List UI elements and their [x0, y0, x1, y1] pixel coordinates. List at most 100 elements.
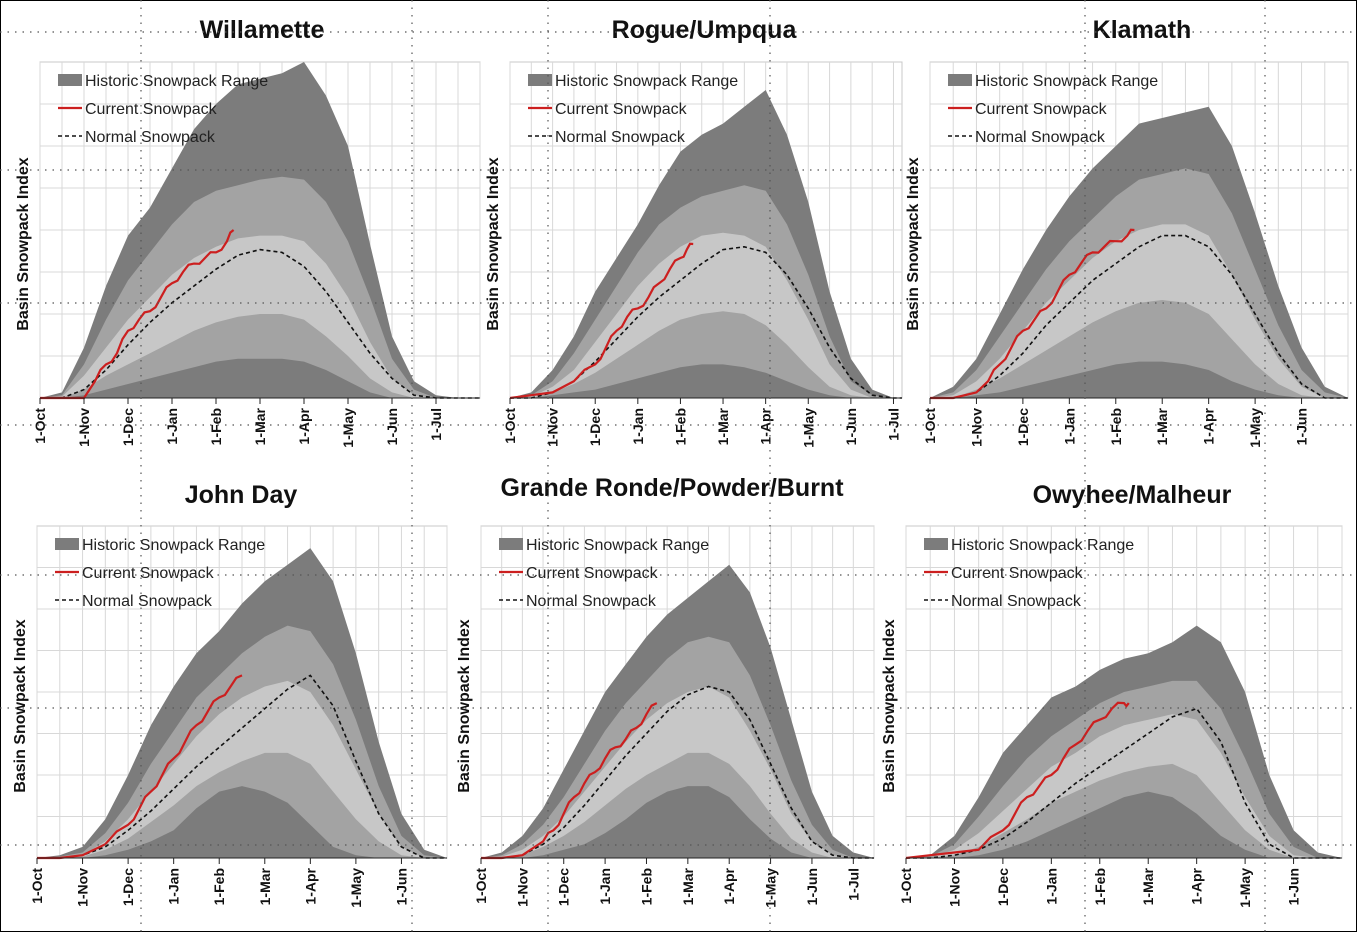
x-tick-label: 1-Feb [1108, 408, 1124, 445]
x-tick-label: 1-May [348, 868, 364, 908]
chart-title: Klamath [1092, 16, 1192, 44]
y-axis-label: Basin Snowpack Index [456, 619, 473, 792]
x-tick-label: 1-Oct [898, 868, 914, 904]
x-tick-label: 1-Dec [587, 408, 603, 446]
y-axis-label: Basin Snowpack Index [485, 157, 502, 330]
normal-snowpack-line [481, 685, 874, 859]
historic-range-inner-band [510, 232, 902, 398]
legend: Historic Snowpack Range Current Snowpack N… [528, 73, 738, 146]
legend-range-label: Historic Snowpack Range [526, 537, 709, 554]
x-tick-label: 1-Oct [502, 408, 518, 444]
x-tick-label: 1-May [800, 408, 816, 448]
x-tick-label: 1-Apr [302, 867, 318, 904]
x-tick-label: 1-Feb [672, 408, 688, 445]
y-axis-label: Basin Snowpack Index [12, 619, 29, 792]
legend-current-label: Current Snowpack [951, 565, 1084, 582]
x-tick-label: 1-Feb [211, 868, 227, 905]
x-tick-label: 1-Apr [758, 407, 774, 444]
current-snowpack-line [40, 229, 235, 400]
x-tick-label: 1-Feb [1092, 868, 1108, 905]
snowpack-chart: 1-Oct 1-Nov 1-Dec 1-Jan 1-Feb 1-Mar 1-Apr 1-May… [456, 525, 875, 908]
snowpack-chart: 1-Oct 1-Nov 1-Dec 1-Jan 1-Feb 1-Mar 1-Apr 1-May… [905, 61, 1349, 448]
legend-current-label: Current Snowpack [555, 101, 688, 118]
legend-range-swatch [528, 74, 552, 86]
x-tick-label: 1-Dec [1015, 408, 1031, 446]
x-tick-label: 1-Apr [1201, 407, 1217, 444]
y-axis-label: Basin Snowpack Index [881, 619, 898, 792]
historic-range-inner-band [481, 686, 874, 858]
x-tick-label: 1-Jun [843, 408, 859, 445]
x-tick-label: 1-Mar [1154, 407, 1170, 445]
x-tick-label: 1-Oct [922, 408, 938, 444]
x-tick-label: 1-Apr [721, 867, 737, 904]
y-axis-label: Basin Snowpack Index [15, 157, 32, 330]
legend-range-label: Historic Snowpack Range [951, 537, 1134, 554]
legend: Historic Snowpack Range Current Snowpack N… [924, 537, 1134, 610]
chart-title: Willamette [199, 16, 325, 44]
legend-normal-label: Normal Snowpack [975, 129, 1106, 146]
snowpack-chart: 1-Oct 1-Nov 1-Dec 1-Jan 1-Feb 1-Mar 1-Apr 1-May… [15, 61, 481, 448]
x-tick-label: 1-Nov [545, 408, 561, 447]
historic-range-inner-band [40, 235, 480, 398]
x-tick-label: 1-Nov [76, 408, 92, 447]
legend-current-label: Current Snowpack [82, 565, 215, 582]
legend: Historic Snowpack Range Current Snowpack N… [55, 537, 265, 610]
snowpack-chart: 1-Oct 1-Nov 1-Dec 1-Jan 1-Feb 1-Mar 1-Apr 1-May… [12, 525, 448, 908]
x-tick-label: 1-Feb [208, 408, 224, 445]
current-snowpack-line [905, 701, 1130, 860]
current-snowpack-line [509, 242, 694, 400]
normal-snowpack-line [40, 248, 480, 399]
legend-range-label: Historic Snowpack Range [555, 73, 738, 90]
x-tick-label: 1-Oct [473, 868, 489, 904]
historic-range-inner-band [37, 680, 447, 858]
x-tick-label: 1-Jun [1286, 868, 1302, 905]
x-tick-label: 1-Jul [845, 868, 861, 901]
legend-current-label: Current Snowpack [85, 101, 218, 118]
historic-range-inner-band [906, 714, 1342, 858]
normal-snowpack-line [37, 674, 447, 859]
legend-range-swatch [55, 538, 79, 550]
x-tick-label: 1-Nov [968, 408, 984, 447]
x-tick-label: 1-Jun [804, 868, 820, 905]
current-snowpack-line [481, 702, 658, 860]
chart-title: Rogue/Umpqua [611, 16, 797, 44]
legend-range-swatch [924, 538, 948, 550]
x-tick-label: 1-Mar [252, 407, 268, 445]
legend: Historic Snowpack Range Current Snowpack N… [948, 73, 1158, 146]
chart-title: John Day [184, 481, 298, 509]
x-tick-label: 1-May [1237, 868, 1253, 908]
current-snowpack-line [37, 674, 243, 860]
x-tick-label: 1-Jul [428, 408, 444, 441]
legend-normal-label: Normal Snowpack [526, 593, 657, 610]
current-snowpack-line [930, 228, 1135, 400]
x-tick-label: 1-Mar [715, 407, 731, 445]
x-tick-label: 1-Jul [885, 408, 901, 441]
legend-current-label: Current Snowpack [975, 101, 1108, 118]
legend: Historic Snowpack Range Current Snowpack N… [58, 73, 268, 146]
legend-normal-label: Normal Snowpack [82, 593, 213, 610]
x-tick-label: 1-Mar [257, 867, 273, 905]
historic-range-inner-band [930, 224, 1348, 398]
x-tick-label: 1-Nov [946, 868, 962, 907]
x-tick-label: 1-Nov [514, 868, 530, 907]
snowpack-chart: 1-Oct 1-Nov 1-Dec 1-Jan 1-Feb 1-Mar 1-Apr 1-May… [881, 525, 1343, 908]
x-tick-label: 1-Nov [75, 868, 91, 907]
legend-range-swatch [948, 74, 972, 86]
x-tick-label: 1-Apr [296, 407, 312, 444]
x-tick-label: 1-Apr [1189, 867, 1205, 904]
y-axis-label: Basin Snowpack Index [905, 157, 922, 330]
x-tick-label: 1-Dec [120, 408, 136, 446]
x-tick-label: 1-Mar [680, 867, 696, 905]
x-tick-label: 1-Jun [393, 868, 409, 905]
legend: Historic Snowpack Range Current Snowpack N… [499, 537, 709, 610]
x-tick-label: 1-Jan [597, 868, 613, 905]
x-tick-label: 1-Dec [556, 868, 572, 906]
x-tick-label: 1-Dec [995, 868, 1011, 906]
legend-range-swatch [58, 74, 82, 86]
x-tick-label: 1-Jan [1043, 868, 1059, 905]
snowpack-chart: 1-Oct 1-Nov 1-Dec 1-Jan 1-Feb 1-Mar 1-Apr 1-May… [485, 61, 903, 448]
x-tick-label: 1-Oct [32, 408, 48, 444]
legend-range-swatch [499, 538, 523, 550]
legend-normal-label: Normal Snowpack [555, 129, 686, 146]
x-tick-label: 1-Jan [164, 408, 180, 445]
